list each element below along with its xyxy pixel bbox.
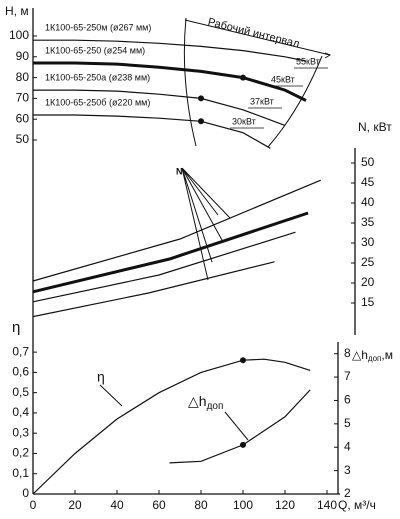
curve xyxy=(32,261,275,318)
y-axis-label: N, кВт xyxy=(358,120,392,134)
series-label-main: △h xyxy=(188,393,207,409)
y-tick-label: 0,6 xyxy=(12,365,29,379)
point xyxy=(240,357,246,364)
curve xyxy=(32,211,309,294)
series-label: 1К100-65-250б (ø220 мм) xyxy=(45,97,150,107)
y-tick-label: 80 xyxy=(16,70,30,84)
y-tick-label: 6 xyxy=(344,393,351,407)
series-label: 1К100-65-250м (ø267 мм) xyxy=(45,23,151,33)
y-tick-label: 90 xyxy=(16,49,30,63)
x-tick-label: 20 xyxy=(68,498,82,512)
y2-label-unit: ,м xyxy=(381,348,393,362)
y-tick-label: 5 xyxy=(344,416,351,430)
y-tick-label: 25 xyxy=(361,255,375,269)
series-label: △hдоп xyxy=(188,393,223,412)
y2-label-main: △h xyxy=(352,348,368,362)
point xyxy=(240,74,246,81)
x-tick-label: 140 xyxy=(317,498,337,512)
series-label-sub: доп xyxy=(207,401,224,412)
y-tick-label: 0,2 xyxy=(12,446,29,460)
annotation: 45кВт xyxy=(271,74,295,84)
y-tick-label: 2 xyxy=(344,486,351,500)
point xyxy=(240,441,246,448)
annotation: 30кВт xyxy=(232,116,256,126)
y-tick-label: 4 xyxy=(344,439,351,453)
y-tick-label: 0,7 xyxy=(12,344,29,358)
x-tick-label: 60 xyxy=(152,498,166,512)
x-tick-label: 40 xyxy=(110,498,124,512)
y-tick-label: 15 xyxy=(361,295,375,309)
curve xyxy=(33,39,307,62)
annotation: 37кВт xyxy=(250,96,274,106)
y-axis-label: H, м xyxy=(5,4,29,18)
x-axis-label: Q, м³/ч xyxy=(338,498,376,512)
y-tick-label: 8 xyxy=(344,346,351,360)
y-tick-label: 50 xyxy=(361,155,375,169)
y-tick-label: 0 xyxy=(22,486,29,500)
curve xyxy=(32,231,296,303)
annotation: Рабочий интервал xyxy=(207,16,301,50)
y-tick-label: 35 xyxy=(361,215,375,229)
curve xyxy=(33,114,271,149)
curve xyxy=(32,179,321,282)
x-tick-label: 120 xyxy=(275,498,295,512)
y-tick-label: 60 xyxy=(16,111,30,125)
curve xyxy=(33,61,307,102)
point xyxy=(198,95,204,102)
y-tick-label: 0,4 xyxy=(12,405,29,419)
series-label: η xyxy=(97,369,105,385)
x-tick-label: 80 xyxy=(194,498,208,512)
annotation: 55кВт xyxy=(296,56,320,66)
series-label: 1К100-65-250а (ø238 мм) xyxy=(45,72,150,82)
y-tick-label: 50 xyxy=(16,132,30,146)
y-tick-label: 0,1 xyxy=(12,466,29,480)
y-tick-label: 100 xyxy=(9,28,29,42)
y-tick-label: 20 xyxy=(361,275,375,289)
x-tick-label: 100 xyxy=(233,498,253,512)
point xyxy=(198,118,204,125)
y-tick-label: 30 xyxy=(361,235,375,249)
curve xyxy=(33,89,286,126)
annotation: N xyxy=(176,166,183,176)
y-tick-label: 40 xyxy=(361,195,375,209)
y-tick-label: 7 xyxy=(344,369,351,383)
y2-label-sub: доп xyxy=(368,354,381,363)
x-tick-label: 0 xyxy=(30,498,37,512)
y-tick-label: 70 xyxy=(16,91,30,105)
y-tick-label: 45 xyxy=(361,175,375,189)
y2-axis-label: △hдоп,м xyxy=(352,348,393,363)
y-tick-label: 0,3 xyxy=(12,425,29,439)
y-axis-label: η xyxy=(12,319,20,336)
y-tick-label: 0,5 xyxy=(12,385,29,399)
series-label: 1К100-65-250 (ø254 мм) xyxy=(45,45,145,55)
y-tick-label: 3 xyxy=(344,463,351,477)
curve xyxy=(32,358,311,495)
